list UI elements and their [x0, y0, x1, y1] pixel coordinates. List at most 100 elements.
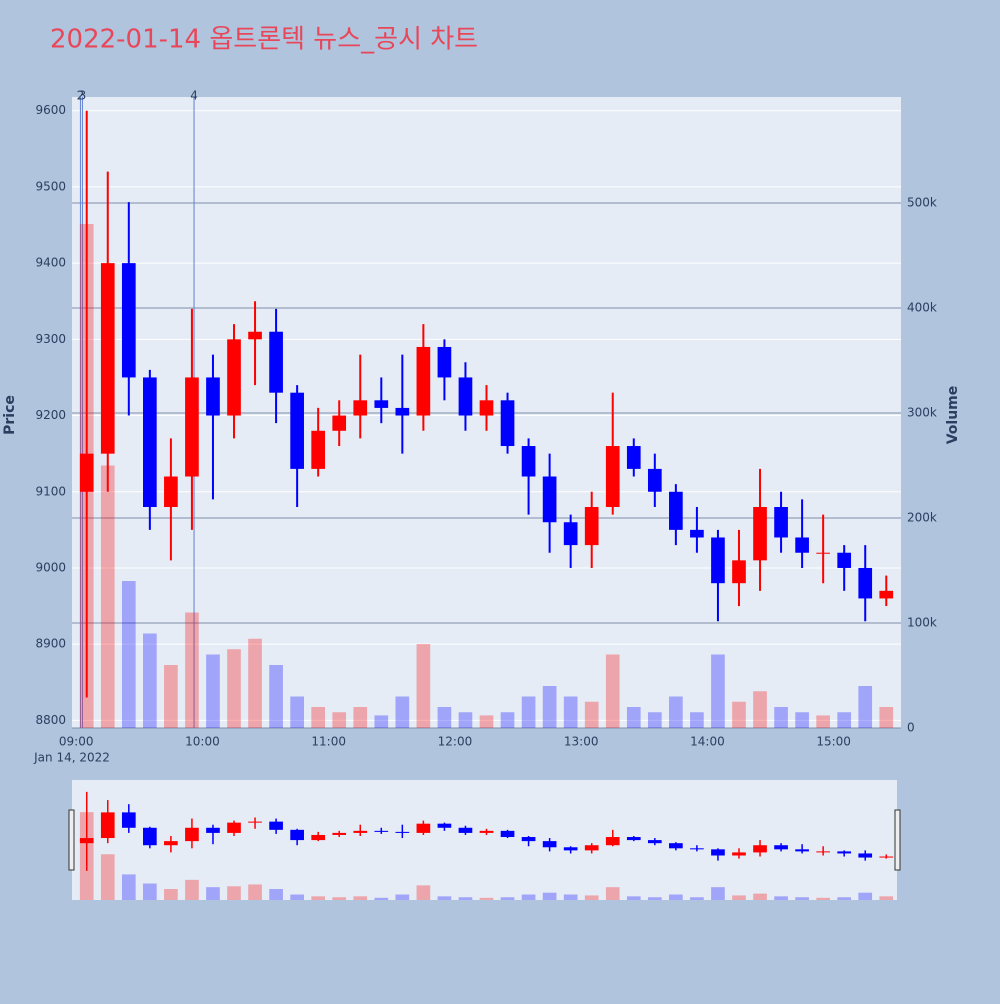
volume-bar — [500, 712, 515, 728]
x-date-label: Jan 14, 2022 — [33, 751, 110, 765]
slider-candle-body — [206, 827, 220, 833]
candle-body — [353, 400, 368, 416]
candle-body — [647, 468, 662, 492]
y-axis-title: Price — [2, 395, 18, 435]
candle-layer — [79, 110, 894, 698]
volume-bar — [858, 686, 873, 728]
candle-body — [858, 567, 873, 599]
candle-body — [479, 400, 494, 416]
slider-candle-body — [79, 838, 94, 844]
slider-volume-bar — [164, 889, 178, 900]
y2-tick-label: 100k — [907, 616, 937, 630]
candle-body — [669, 491, 683, 530]
volume-bar — [332, 712, 347, 728]
slider-volume-bar — [206, 887, 220, 900]
candle-body — [332, 415, 347, 431]
candle-body — [837, 552, 852, 568]
slider-volume-bar — [458, 897, 473, 900]
slider-candle-body — [332, 832, 347, 835]
x-tick-label: 09:00 — [59, 735, 94, 749]
candle-body — [290, 392, 304, 469]
candle-body — [269, 331, 283, 393]
candle-body — [584, 506, 599, 546]
y-tick-label: 8800 — [35, 713, 66, 727]
slider-volume-bar — [795, 897, 809, 900]
candle-body — [879, 590, 894, 599]
slider-volume-bar — [837, 897, 852, 900]
volume-bar — [227, 649, 241, 728]
slider-candle-body — [374, 830, 389, 832]
candle-body — [416, 346, 431, 416]
slider-candle-body — [290, 829, 304, 841]
slider-candle-body — [774, 845, 788, 850]
slider-volume-bar — [374, 897, 389, 900]
slider-volume-bar — [563, 894, 578, 900]
x-tick-label: 14:00 — [690, 735, 725, 749]
slider-volume-bar — [816, 897, 830, 900]
slider-volume-bar — [753, 893, 767, 900]
slider-volume-bar — [311, 896, 326, 900]
volume-bar — [753, 691, 767, 728]
volume-bar — [605, 654, 620, 728]
slider-candle-body — [353, 830, 368, 833]
volume-bar — [248, 638, 262, 728]
slider-candle-body — [248, 821, 262, 823]
slider-volume-bar — [690, 897, 704, 900]
x-tick-label: 12:00 — [438, 735, 473, 749]
slider-volume-bar — [185, 879, 199, 900]
volume-bar — [879, 707, 894, 728]
volume-bar — [458, 712, 473, 728]
candle-body — [795, 537, 809, 553]
candle-body — [79, 453, 94, 492]
candle-body — [458, 377, 473, 416]
slider-handle[interactable] — [68, 809, 75, 871]
slider-volume-bar — [542, 892, 557, 900]
x-tick-label: 15:00 — [816, 735, 851, 749]
slider-candle-body — [479, 830, 494, 833]
news-marker-label: 2 — [77, 89, 85, 103]
candle-body — [121, 263, 136, 378]
slider-handle[interactable] — [894, 809, 901, 871]
slider-volume-bar — [711, 887, 725, 900]
candle-body — [206, 377, 220, 416]
volume-bar — [479, 715, 494, 728]
y-tick-label: 9400 — [35, 256, 66, 270]
volume-bar — [311, 707, 326, 728]
y-tick-label: 9200 — [35, 408, 66, 422]
range-slider[interactable] — [72, 780, 897, 900]
slider-volume-bar — [774, 896, 788, 900]
slider-volume-bar — [248, 884, 262, 900]
x-tick-label: 10:00 — [185, 735, 220, 749]
y2-tick-label: 500k — [907, 196, 937, 210]
slider-candle-body — [269, 821, 283, 830]
volume-bar — [206, 654, 220, 728]
slider-volume-bar — [353, 896, 368, 900]
slider-candle-body — [500, 830, 515, 838]
volume-bar — [437, 707, 452, 728]
slider-volume-bar — [732, 895, 746, 900]
slider-candle-body — [395, 831, 410, 833]
slider-volume-bar — [500, 897, 515, 900]
slider-volume-bar — [143, 883, 157, 900]
candle-body — [311, 430, 326, 469]
volume-bar — [563, 696, 578, 728]
volume-bar — [647, 712, 662, 728]
candle-body — [227, 339, 241, 416]
slider-candle-body — [521, 837, 536, 842]
y-tick-label: 9500 — [35, 179, 66, 193]
volume-bar — [353, 707, 368, 728]
y2-tick-label: 400k — [907, 301, 937, 315]
slider-volume-bar — [626, 896, 641, 900]
y2-tick-label: 200k — [907, 511, 937, 525]
slider-volume-bar — [290, 894, 304, 900]
slider-volume-bar — [858, 892, 873, 900]
slider-volume-bar — [521, 894, 536, 900]
slider-candle-body — [816, 851, 830, 853]
x-tick-label: 13:00 — [564, 735, 599, 749]
candle-body — [500, 400, 515, 447]
slider-candle-body — [437, 823, 452, 828]
candle-body — [690, 529, 704, 538]
volume-bar — [837, 712, 852, 728]
candle-body — [374, 400, 389, 408]
